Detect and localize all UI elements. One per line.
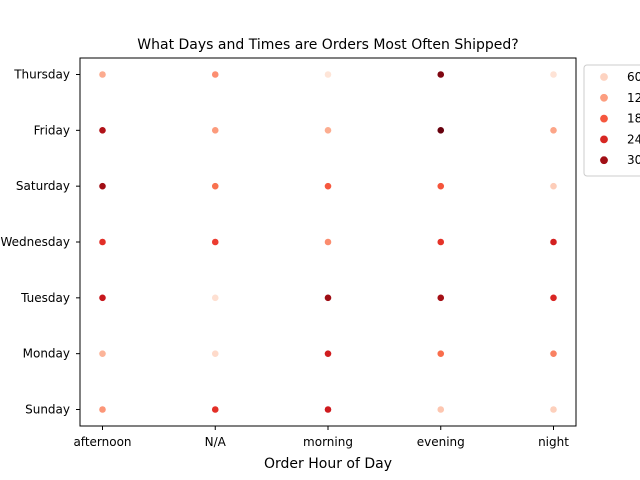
legend-marker xyxy=(599,93,609,103)
data-point xyxy=(436,293,445,302)
data-point xyxy=(211,126,220,135)
data-point xyxy=(98,126,107,135)
y-tick-label: Sunday xyxy=(25,403,70,417)
data-point xyxy=(324,238,332,246)
x-axis: afternoon N/A morning evening night xyxy=(73,426,569,449)
data-point xyxy=(211,405,220,414)
data-point xyxy=(549,126,558,135)
legend-label: 18 xyxy=(627,112,640,126)
x-axis-label: Order Hour of Day xyxy=(264,456,392,472)
data-point xyxy=(324,126,332,135)
data-point xyxy=(98,238,107,246)
data-point xyxy=(324,293,332,302)
legend-marker xyxy=(599,155,609,165)
data-point xyxy=(436,238,445,246)
x-tick-label: afternoon xyxy=(73,435,131,449)
legend-label: 24 xyxy=(627,132,640,146)
data-point xyxy=(98,70,107,79)
data-point xyxy=(98,349,107,358)
chart-title: What Days and Times are Orders Most Ofte… xyxy=(137,37,518,53)
y-tick-label: Tuesday xyxy=(20,291,70,305)
x-tick-label: evening xyxy=(417,435,465,449)
data-point xyxy=(211,349,220,358)
legend-frame xyxy=(583,64,640,177)
data-point xyxy=(549,293,558,302)
data-point xyxy=(549,70,558,79)
y-tick-label: Friday xyxy=(34,123,70,137)
data-points xyxy=(98,70,558,414)
data-point xyxy=(98,405,107,414)
data-point xyxy=(436,126,445,135)
legend-label: 12 xyxy=(627,91,640,105)
data-point xyxy=(98,182,107,191)
data-point xyxy=(211,70,220,79)
data-point xyxy=(549,238,558,246)
y-tick-label: Saturday xyxy=(16,179,70,193)
data-point xyxy=(436,182,445,191)
y-tick-label: Thursday xyxy=(13,68,70,82)
legend-marker xyxy=(599,72,609,82)
x-tick-label: morning xyxy=(303,435,353,449)
y-axis: Thursday Friday Saturday Wednesday Tuesday Mo… xyxy=(1,68,80,417)
y-tick-label: Monday xyxy=(23,347,70,361)
data-point xyxy=(324,349,332,358)
data-point xyxy=(549,182,558,191)
legend: 60 12 18 24 30 xyxy=(583,64,640,177)
legend-marker xyxy=(599,134,609,144)
legend-label: 60 xyxy=(627,70,640,84)
x-tick-label: night xyxy=(538,435,569,449)
data-point xyxy=(549,405,558,414)
data-point xyxy=(436,70,445,79)
data-point xyxy=(324,182,332,191)
data-point xyxy=(98,293,107,302)
x-tick-label: N/A xyxy=(205,435,227,449)
y-tick-label: Wednesday xyxy=(1,235,70,249)
data-point xyxy=(436,405,445,414)
legend-label: 30 xyxy=(627,153,640,167)
data-point xyxy=(549,349,558,358)
data-point xyxy=(211,293,220,302)
data-point xyxy=(324,70,332,79)
legend-marker xyxy=(599,114,609,124)
data-point xyxy=(324,405,332,414)
data-point xyxy=(211,238,220,246)
data-point xyxy=(436,349,445,358)
data-point xyxy=(211,182,220,191)
